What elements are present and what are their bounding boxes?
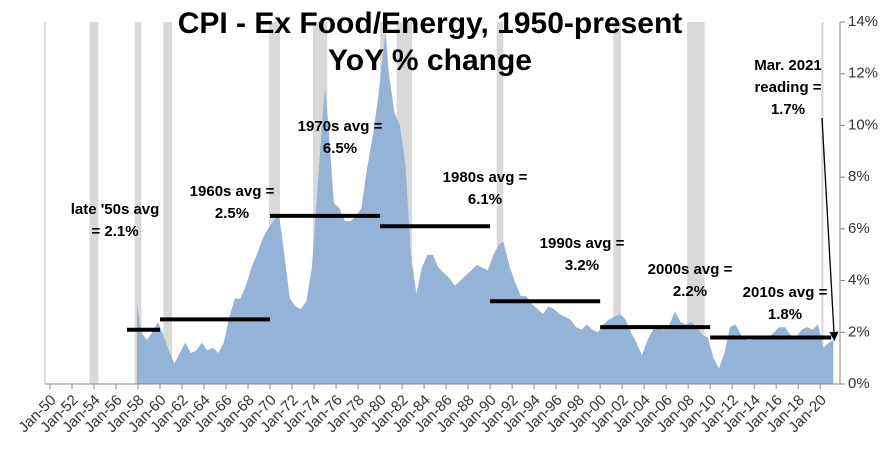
chart-subtitle: YoY % change (328, 44, 532, 77)
annotation-label: 1.7% (771, 101, 805, 118)
area (136, 32, 834, 384)
recession-bar (134, 22, 142, 384)
average-label: 1960s avg = (190, 183, 275, 200)
average-label: late '50s avg (71, 201, 160, 218)
recession-bar (687, 22, 705, 384)
average-label: 6.5% (323, 140, 357, 157)
recession-bar (613, 22, 622, 384)
average-label: 2010s avg = (743, 284, 828, 301)
average-label: = 2.1% (91, 223, 138, 240)
average-label: 2.2% (673, 283, 707, 300)
y-tick-label: 6% (848, 220, 870, 237)
average-label: 3.2% (565, 257, 599, 274)
average-label: 2.5% (215, 205, 249, 222)
annotation-label: Mar. 2021 (754, 57, 822, 74)
chart-title: CPI - Ex Food/Energy, 1950-present (178, 7, 683, 40)
average-label: 1980s avg = (443, 169, 528, 186)
average-label: 1970s avg = (298, 118, 383, 135)
average-label: 6.1% (468, 191, 502, 208)
y-tick-label: 2% (848, 323, 870, 340)
recession-bar (268, 22, 280, 384)
annotation-label: reading = (754, 79, 821, 96)
average-label: 2000s avg = (648, 261, 733, 278)
average-label: 1990s avg = (540, 235, 625, 252)
recession-bar (821, 22, 824, 384)
annotation-arrow (821, 117, 839, 341)
y-tick-label: 4% (848, 272, 870, 289)
y-tick-label: 10% (848, 116, 878, 133)
recession-bar (163, 22, 173, 384)
recession-bar (89, 22, 99, 384)
y-tick-label: 8% (848, 168, 870, 185)
recession-bar (496, 22, 504, 384)
y-tick-label: 14% (848, 13, 878, 30)
y-tick-label: 0% (848, 375, 870, 392)
y-tick-label: 12% (848, 65, 878, 82)
average-label: 1.8% (768, 306, 802, 323)
